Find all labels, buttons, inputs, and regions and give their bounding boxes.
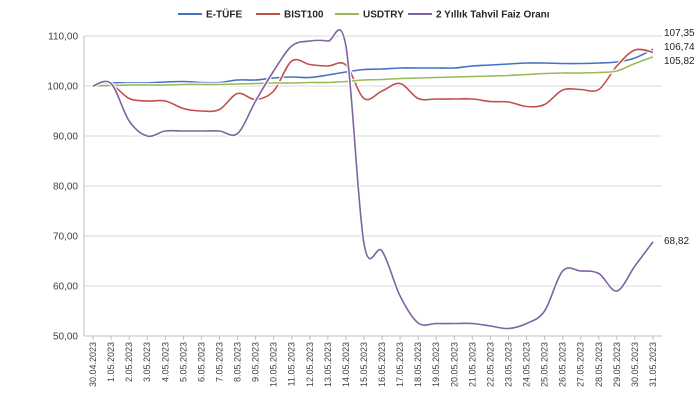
end-value-label: 105,82 bbox=[664, 56, 695, 67]
x-tick-label: 28.05.2023 bbox=[594, 342, 604, 387]
x-tick-label: 6.05.2023 bbox=[196, 342, 206, 382]
x-tick-label: 22.05.2023 bbox=[485, 342, 495, 387]
x-tick-label: 20.05.2023 bbox=[449, 342, 459, 387]
x-tick-label: 4.05.2023 bbox=[160, 342, 170, 382]
legend-label: USDTRY bbox=[363, 10, 404, 21]
x-axis: 30.04.2023 1.05.2023 2.05.2023 3.05.2023 4.0… bbox=[88, 336, 658, 387]
x-tick-label: 14.05.2023 bbox=[341, 342, 351, 387]
x-tick-label: 21.05.2023 bbox=[467, 342, 477, 387]
x-tick-label: 27.05.2023 bbox=[576, 342, 586, 387]
x-tick-label: 5.05.2023 bbox=[178, 342, 188, 382]
grid-lines bbox=[83, 35, 662, 337]
end-value-label: 107,35 bbox=[664, 28, 695, 39]
chart-legend: E-TÜFE BIST100 USDTRY 2 Yıllık Tahvil Faiz … bbox=[178, 8, 550, 21]
x-tick-label: 16.05.2023 bbox=[377, 342, 387, 387]
x-tick-label: 30.04.2023 bbox=[88, 342, 98, 387]
x-tick-label: 30.05.2023 bbox=[630, 342, 640, 387]
x-tick-label: 18.05.2023 bbox=[413, 342, 423, 387]
x-tick-label: 15.05.2023 bbox=[359, 342, 369, 387]
x-tick-label: 10.05.2023 bbox=[269, 342, 279, 387]
x-tick-label: 8.05.2023 bbox=[233, 342, 243, 382]
x-tick-label: 29.05.2023 bbox=[612, 342, 622, 387]
end-value-labels: 107,35 106,74 105,82 68,82 bbox=[664, 28, 695, 247]
x-tick-label: 23.05.2023 bbox=[503, 342, 513, 387]
legend-label: 2 Yıllık Tahvil Faiz Oranı bbox=[436, 10, 550, 21]
series-line-bist100 bbox=[92, 48, 654, 113]
legend-label: BIST100 bbox=[284, 10, 324, 21]
x-tick-label: 12.05.2023 bbox=[305, 342, 315, 387]
series-lines bbox=[92, 27, 655, 331]
x-tick-label: 19.05.2023 bbox=[431, 342, 441, 387]
end-value-label: 106,74 bbox=[664, 42, 695, 53]
x-tick-label: 26.05.2023 bbox=[558, 342, 568, 387]
y-tick-label: 80,00 bbox=[53, 182, 78, 193]
x-tick-label: 3.05.2023 bbox=[142, 342, 152, 382]
end-value-label: 68,82 bbox=[664, 236, 689, 247]
series-line-usdtry bbox=[93, 56, 654, 87]
y-tick-label: 70,00 bbox=[53, 232, 78, 243]
x-tick-label: 25.05.2023 bbox=[540, 342, 550, 387]
y-axis: 50,00 60,00 70,00 80,00 90,00 100,00 110,00 bbox=[47, 32, 78, 343]
x-tick-label: 13.05.2023 bbox=[323, 342, 333, 387]
x-tick-label: 9.05.2023 bbox=[251, 342, 261, 382]
x-tick-label: 11.05.2023 bbox=[287, 342, 297, 386]
y-tick-label: 110,00 bbox=[48, 32, 78, 43]
series-line-2-y-ll-k-tahvil-faiz-oran bbox=[92, 29, 654, 330]
y-tick-label: 50,00 bbox=[53, 332, 78, 343]
y-tick-label: 60,00 bbox=[53, 282, 78, 293]
y-tick-label: 100,00 bbox=[47, 82, 78, 93]
x-tick-label: 7.05.2023 bbox=[214, 342, 224, 382]
x-tick-label: 31.05.2023 bbox=[648, 342, 658, 387]
series-line-e-t-fe bbox=[92, 48, 654, 87]
y-tick-label: 90,00 bbox=[53, 132, 78, 143]
x-tick-label: 2.05.2023 bbox=[124, 342, 134, 382]
x-tick-label: 17.05.2023 bbox=[395, 342, 405, 387]
x-tick-label: 24.05.2023 bbox=[522, 342, 532, 387]
x-tick-label: 1.05.2023 bbox=[106, 342, 116, 382]
legend-label: E-TÜFE bbox=[206, 8, 242, 21]
